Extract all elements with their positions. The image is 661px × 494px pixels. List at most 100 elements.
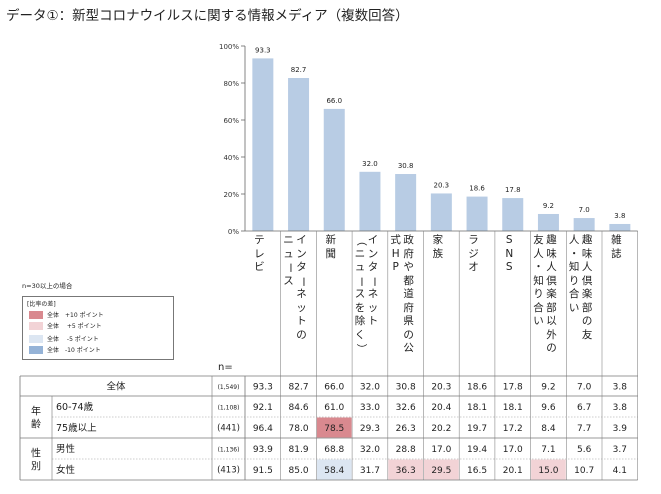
y-tick-label: 40% [223,154,239,162]
legend: [比率の差] 全体 +10 ポイント 全体 +5 ポイント 全体 -5 ポイント… [22,296,174,360]
table-cell: 6.7 [577,403,591,413]
bar-value-label: 66.0 [326,97,342,105]
table-cell: 4.1 [613,466,627,476]
table-cell: 7.7 [577,424,591,434]
y-tick-label: 60% [223,117,239,125]
table-n-value: (413) [217,466,240,476]
bar [395,174,417,231]
table-cell: 61.0 [324,403,344,413]
table-cell: 36.3 [396,466,416,476]
bar [430,193,452,231]
highlight-cell [316,459,352,480]
table-cell: 93.9 [253,445,273,455]
bar-value-label: 18.6 [469,185,485,193]
table-cell: 78.5 [324,424,344,434]
table-cell: 9.6 [541,403,556,413]
table-cell: 20.1 [503,466,523,476]
table-cell: 17.0 [431,445,451,455]
table-row-label: 75歳以上 [56,422,97,434]
highlight-cell [316,417,352,438]
bar [466,196,488,231]
legend-item: 全体 -10 ポイント [29,345,101,354]
table-n-value: (441) [217,424,240,434]
bar [609,223,631,231]
table-cell: 7.1 [541,445,555,455]
table-cell: 10.7 [574,466,594,476]
table-cell: 7.0 [577,383,592,393]
table-cell: 3.8 [613,383,628,393]
highlight-cell [388,459,423,480]
category-label: 友人・知り合い [533,234,544,327]
bar-value-label: 3.8 [614,212,625,220]
table-cell: 29.5 [431,466,451,476]
table-cell: 92.1 [253,403,273,413]
legend-label: 全体 +10 ポイント [47,312,104,319]
y-tick-label: 0% [228,228,239,236]
category-label: 趣味人倶楽部以外の [546,234,557,354]
table-n-value: (1,136) [218,447,240,454]
legend-swatch [29,310,43,319]
legend-label: 全体 -10 ポイント [47,347,101,354]
category-label: 趣味人倶楽部の友 [581,234,593,341]
table-cell: 84.6 [289,403,309,413]
bar-value-label: 7.0 [579,206,590,214]
table-n-value: (1,108) [218,405,240,412]
bar [359,171,381,231]
table-cell: 20.4 [431,403,451,413]
table-cell: 3.8 [613,403,628,413]
table-cell: 5.6 [577,445,592,455]
bar-value-label: 9.2 [543,202,554,210]
category-label: テレビ [254,234,265,273]
category-label: 雑誌 [611,234,622,260]
table-group-label: 性 [31,447,41,460]
table-cell: 81.9 [289,445,309,455]
y-tick-label: 100% [219,43,239,51]
table-group-label: 年 [31,405,41,418]
table-cell: 15.0 [538,466,558,476]
table-cell: 18.1 [503,403,523,413]
table-cell: 3.7 [613,445,627,455]
legend-item: 全体 -5 ポイント [29,334,99,343]
table-cell: 91.5 [253,466,273,476]
table-cell: 17.0 [503,445,523,455]
category-label: ラジオ [468,234,479,273]
table-cell: 20.2 [431,424,451,434]
bar-value-label: 32.0 [362,160,378,168]
table-cell: 93.3 [253,383,273,393]
table-cell: 31.7 [360,466,380,476]
bar [288,78,310,231]
table-n-value: (1,549) [218,384,240,391]
table-cell: 32.0 [360,383,380,393]
category-label: 家族 [432,234,444,260]
table-cell: 32.6 [396,403,416,413]
bar-value-label: 93.3 [255,46,271,54]
table-cell: 17.8 [503,383,523,393]
table-row-label: 男性 [56,443,76,455]
table-cell: 32.0 [360,445,380,455]
table-cell: 30.8 [396,383,416,393]
category-label: 新聞 [325,234,337,260]
bar-value-label: 20.3 [434,181,450,189]
table-cell: 29.3 [360,424,380,434]
bar [537,213,559,231]
bar [502,198,524,231]
table-cell: 18.6 [467,383,487,393]
y-tick-label: 80% [223,80,239,88]
table-cell: 20.3 [431,383,451,393]
category-label: 人・知り合い [568,234,580,314]
table-cell: 8.4 [541,424,556,434]
table-cell: 19.7 [467,424,487,434]
category-label: 政府や都道府県の公 [403,234,414,354]
table-cell: 9.2 [541,383,555,393]
legend-swatch [29,345,43,354]
highlight-cell [424,459,459,480]
bar-value-label: 17.8 [505,186,521,194]
table-cell: 26.3 [396,424,416,434]
table-cell: 33.0 [360,403,380,413]
legend-swatch [29,321,43,330]
table-group-label: 別 [31,461,41,473]
table-cell: 85.0 [289,466,309,476]
